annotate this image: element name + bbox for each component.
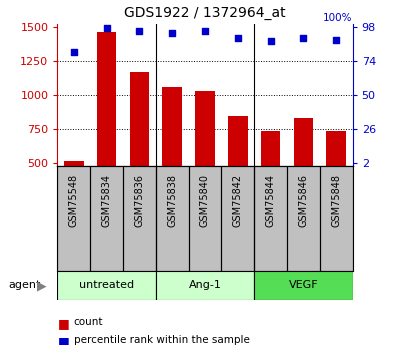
Point <box>332 37 339 42</box>
Bar <box>123 166 155 271</box>
Text: ▶: ▶ <box>37 279 46 292</box>
Text: GSM75838: GSM75838 <box>167 174 177 227</box>
Bar <box>188 166 221 271</box>
Bar <box>254 272 352 299</box>
Text: VEGF: VEGF <box>288 280 317 290</box>
Point <box>103 26 110 31</box>
Bar <box>227 116 247 231</box>
Text: GSM75548: GSM75548 <box>69 174 79 227</box>
Point <box>136 28 142 34</box>
Point <box>267 38 273 44</box>
Bar <box>97 32 116 231</box>
Text: GSM75844: GSM75844 <box>265 174 275 227</box>
Bar <box>319 166 352 271</box>
Point <box>70 50 77 55</box>
Point <box>169 30 175 36</box>
Text: GSM75834: GSM75834 <box>101 174 111 227</box>
Bar <box>57 272 155 299</box>
Bar <box>293 118 312 231</box>
Bar <box>260 131 280 231</box>
Text: percentile rank within the sample: percentile rank within the sample <box>74 335 249 345</box>
Bar <box>64 161 83 231</box>
Text: GSM75846: GSM75846 <box>298 174 308 227</box>
Point <box>201 28 208 34</box>
Text: count: count <box>74 317 103 327</box>
Text: GSM75848: GSM75848 <box>330 174 340 227</box>
Text: GSM75842: GSM75842 <box>232 174 242 227</box>
Bar <box>195 91 214 231</box>
Title: GDS1922 / 1372964_at: GDS1922 / 1372964_at <box>124 6 285 20</box>
Text: agent: agent <box>8 280 40 290</box>
Bar <box>90 166 123 271</box>
Bar <box>221 166 254 271</box>
Text: GSM75836: GSM75836 <box>134 174 144 227</box>
Text: ■: ■ <box>57 317 69 331</box>
Bar <box>57 166 90 271</box>
Bar <box>162 87 182 231</box>
Text: untreated: untreated <box>79 280 134 290</box>
Text: GSM75840: GSM75840 <box>200 174 209 227</box>
Text: Ang-1: Ang-1 <box>188 280 221 290</box>
Point <box>234 36 240 41</box>
Point <box>299 36 306 41</box>
Bar <box>129 72 149 231</box>
Bar <box>155 272 254 299</box>
Bar <box>286 166 319 271</box>
Bar <box>254 166 286 271</box>
Bar <box>155 166 188 271</box>
Text: ■: ■ <box>57 335 69 345</box>
Text: 100%: 100% <box>322 13 352 23</box>
Bar <box>326 131 345 231</box>
